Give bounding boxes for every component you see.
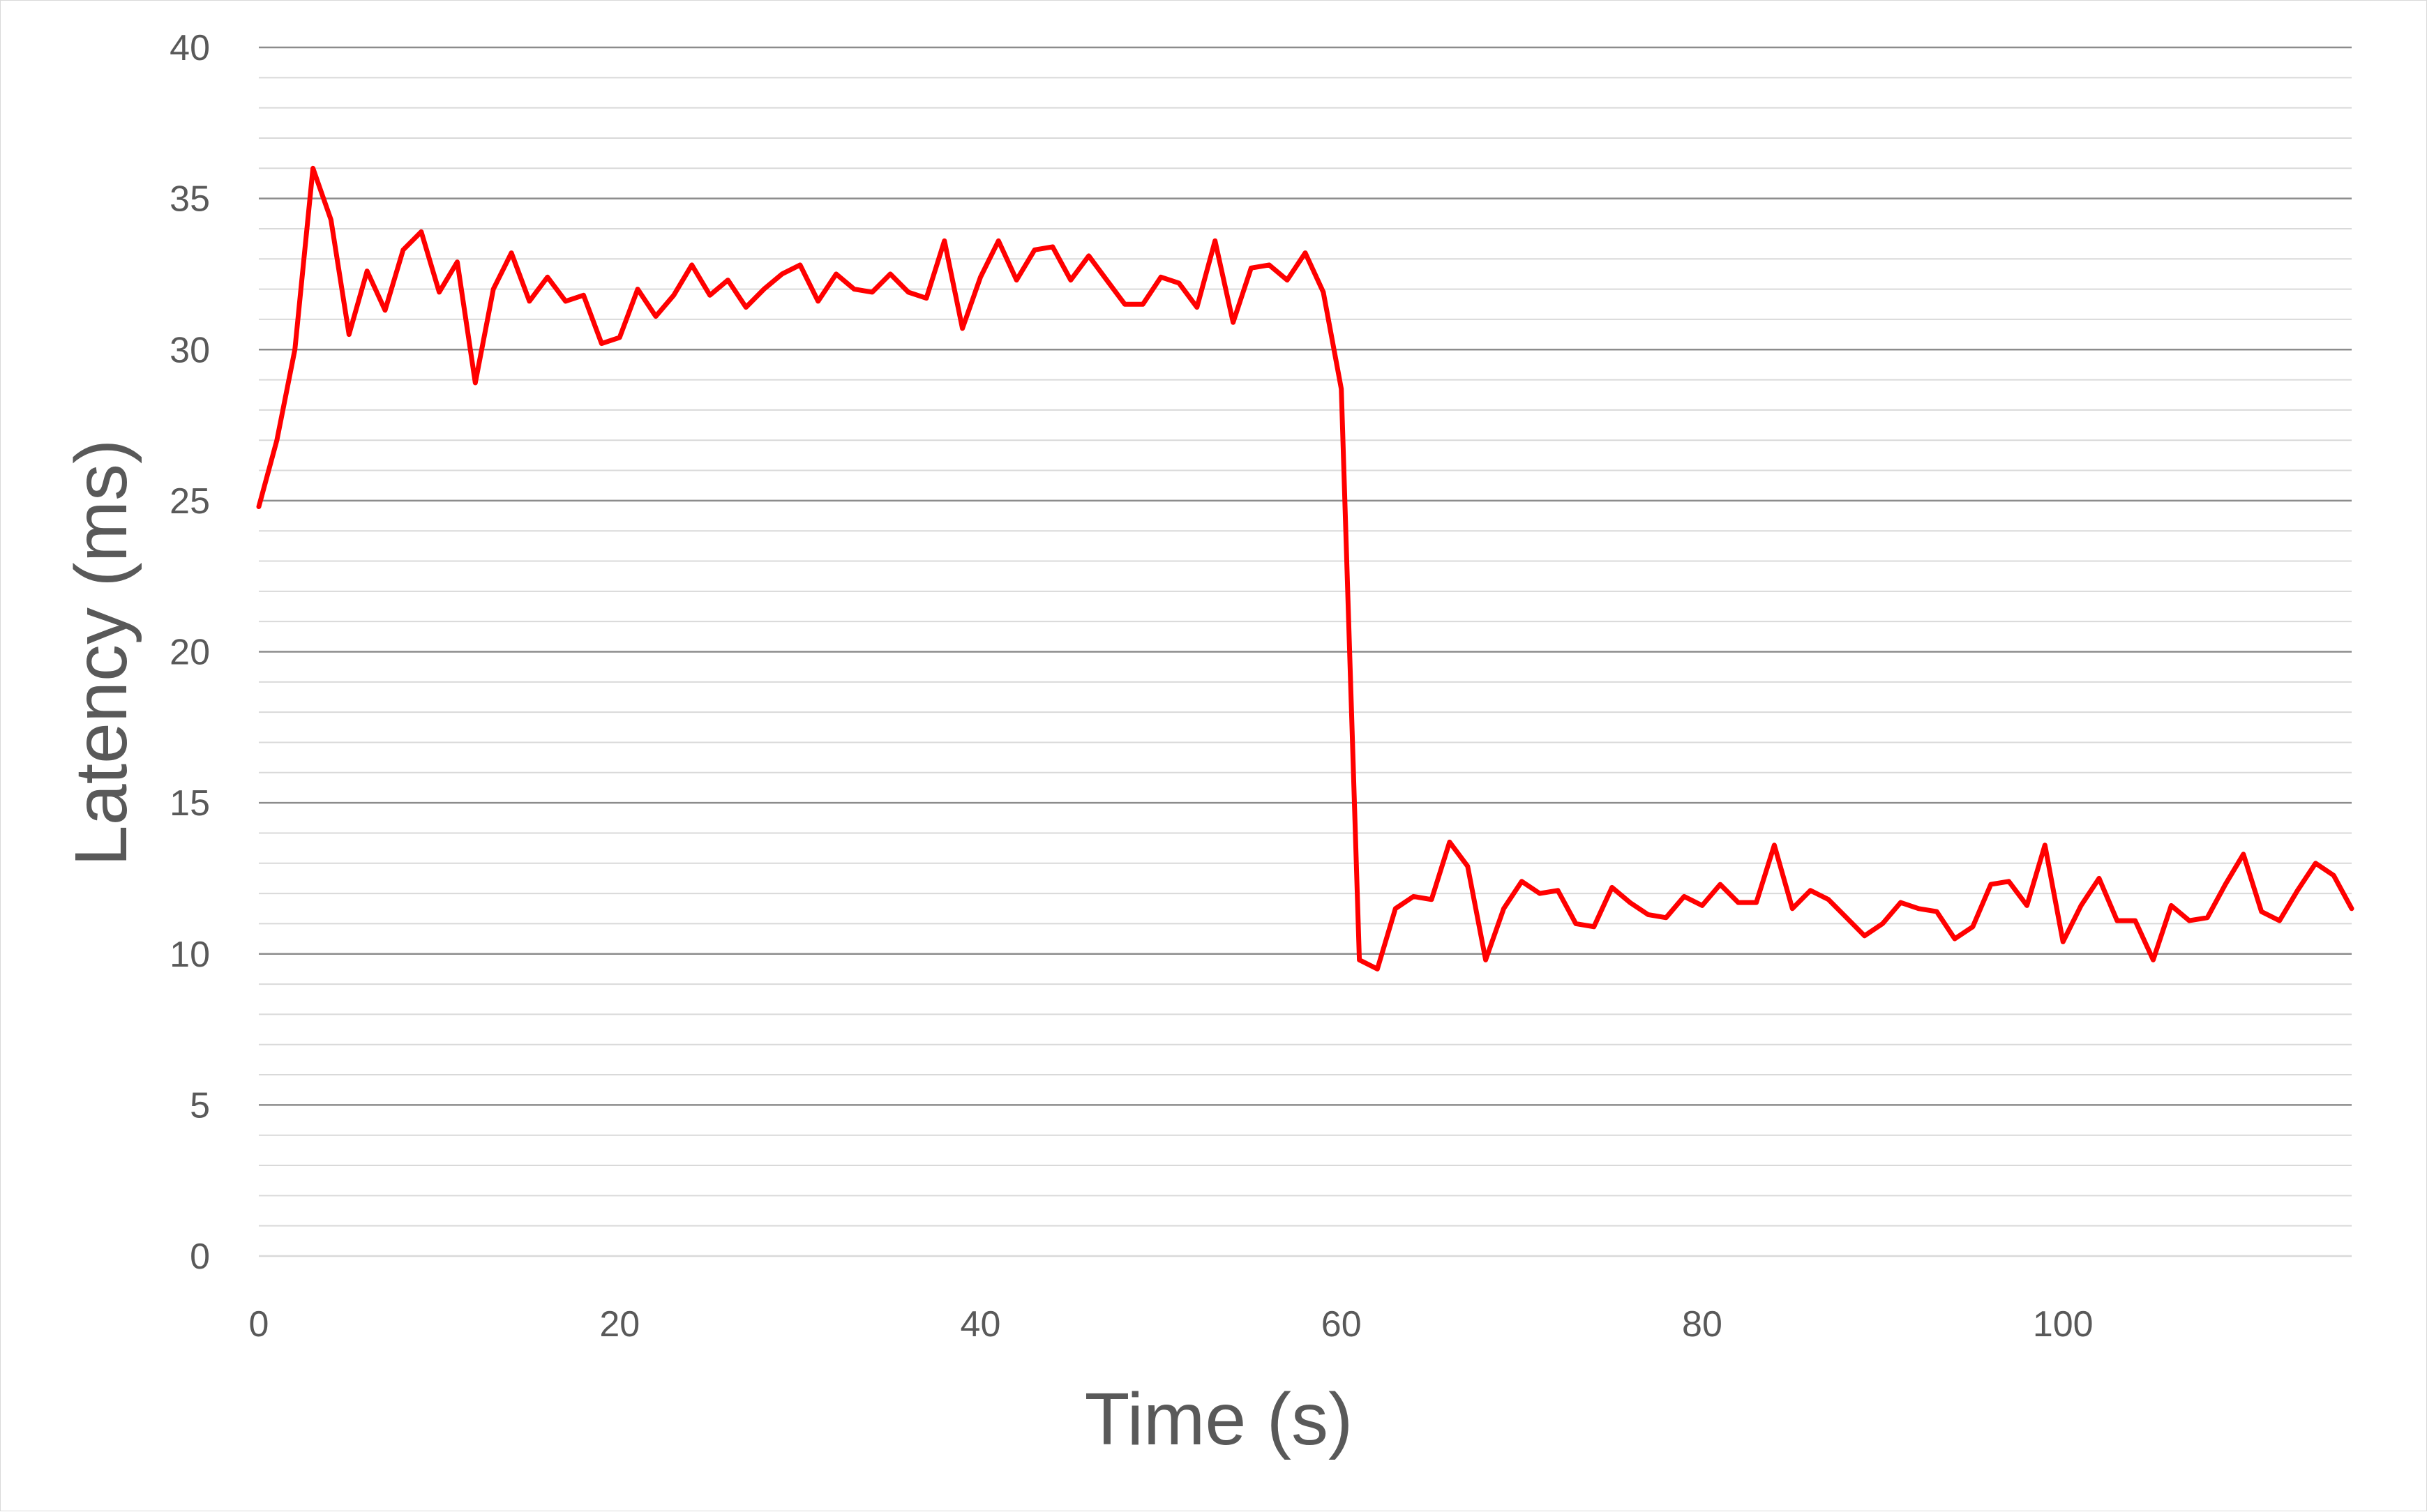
y-axis-title: Latency (ms): [60, 439, 142, 867]
y-tick-label: 40: [170, 28, 210, 68]
y-axis-tick-labels: 0 5 10 15 20 25 30 35 40: [170, 28, 210, 1277]
minor-gridlines: [259, 77, 2352, 1227]
x-tick-label: 80: [1682, 1304, 1722, 1345]
series-group: [256, 165, 2354, 972]
x-tick-label: 60: [1321, 1304, 1362, 1345]
y-tick-label: 5: [190, 1085, 210, 1126]
x-tick-label: 40: [961, 1304, 1001, 1345]
y-tick-label: 15: [170, 783, 210, 824]
x-axis-tick-labels: 0 20 40 60 80 100: [249, 1304, 2094, 1345]
y-tick-label: 30: [170, 330, 210, 370]
major-gridlines: [259, 46, 2352, 1257]
y-tick-label: 35: [170, 179, 210, 220]
y-tick-label: 25: [170, 481, 210, 522]
x-axis-title: Time (s): [1085, 1378, 1353, 1460]
y-tick-label: 10: [170, 935, 210, 975]
x-tick-label: 0: [249, 1304, 269, 1345]
x-tick-label: 20: [599, 1304, 640, 1345]
y-tick-label: 20: [170, 633, 210, 673]
y-tick-label: 0: [190, 1237, 210, 1277]
x-tick-label: 100: [2033, 1304, 2094, 1345]
series-line-0: [256, 165, 2354, 972]
